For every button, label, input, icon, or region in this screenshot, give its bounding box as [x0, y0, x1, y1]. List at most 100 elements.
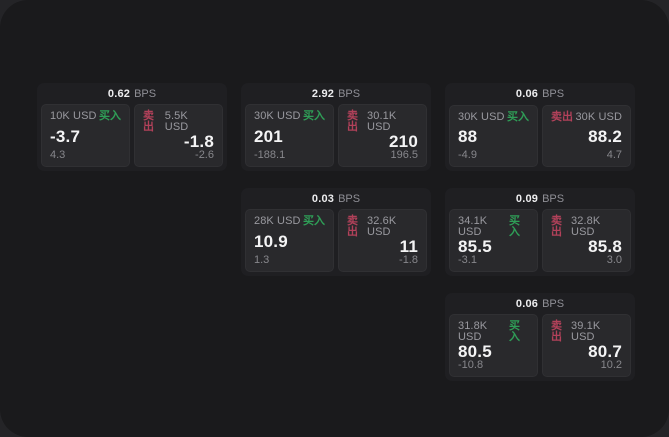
buy-side-label: 买入	[508, 215, 520, 238]
sell-price: 210	[389, 132, 418, 151]
buy-panel[interactable]: 34.1K USD 买入 85.5 -3.1	[449, 209, 538, 272]
bps-suffix-label: BPS	[542, 297, 565, 310]
sell-side-label: 卖出	[347, 215, 358, 238]
sell-header-row: 卖出 30K USD	[551, 112, 622, 123]
quote-panels: 28K USD 买入 10.9 1.3 卖出 32.6K USD 11 -1.8	[245, 209, 427, 272]
bps-value: 2.92	[311, 87, 335, 100]
sell-side-label: 卖出	[551, 320, 562, 343]
sell-amount: 39.1K USD	[571, 320, 601, 343]
buy-price: -3.7	[50, 126, 81, 146]
buy-amount: 34.1K USD	[458, 215, 488, 238]
buy-panel[interactable]: 28K USD 买入 10.9 1.3	[245, 209, 334, 272]
buy-panel[interactable]: 31.8K USD 买入 80.5 -10.8	[449, 314, 538, 377]
card-header: 0.06 BPS	[449, 293, 631, 314]
sell-amount: 32.8K USD	[571, 215, 601, 238]
buy-amount: 10K USD	[50, 110, 97, 122]
quote-panels: 34.1K USD 买入 85.5 -3.1 卖出 32.8K USD 85.8…	[449, 209, 631, 272]
buy-panel[interactable]: 30K USD 买入 201 -188.1	[245, 104, 334, 167]
buy-side-label: 买入	[508, 320, 520, 343]
sell-panel[interactable]: 卖出 32.8K USD 85.8 3.0	[542, 209, 631, 272]
card-header: 0.62 BPS	[41, 83, 223, 104]
bps-value: 0.62	[107, 87, 131, 100]
quote-panels: 30K USD 买入 201 -188.1 卖出 30.1K USD 210 1…	[245, 104, 427, 167]
sell-header-row: 卖出 5.5K USD	[143, 111, 214, 133]
sell-amount: 30.1K USD	[367, 110, 397, 133]
buy-panel[interactable]: 10K USD 买入 -3.7 4.3	[41, 104, 130, 167]
sell-panel[interactable]: 卖出 30.1K USD 210 196.5	[338, 104, 427, 167]
card-header: 0.06 BPS	[449, 83, 631, 105]
quote-card: 0.06 BPS 30K USD 买入 88 -4.9 卖出 30K USD 8…	[445, 83, 635, 171]
buy-amount: 30K USD	[254, 110, 301, 122]
quote-card: 0.62 BPS 10K USD 买入 -3.7 4.3 卖出 5.5K USD…	[37, 83, 227, 171]
buy-price: 10.9	[254, 231, 288, 251]
sell-price: 80.7	[588, 342, 622, 361]
sell-amount: 30K USD	[575, 111, 622, 123]
buy-header-row: 30K USD 买入	[254, 111, 325, 122]
sell-header-row: 卖出 32.8K USD	[551, 216, 622, 238]
sell-side-label: 卖出	[347, 110, 358, 133]
buy-header-row: 30K USD 买入	[458, 112, 529, 123]
quote-panels: 10K USD 买入 -3.7 4.3 卖出 5.5K USD -1.8 -2.…	[41, 104, 223, 167]
card-header: 2.92 BPS	[245, 83, 427, 104]
sell-price: 85.8	[588, 237, 622, 256]
quote-card: 0.03 BPS 28K USD 买入 10.9 1.3 卖出 32.6K US…	[241, 188, 431, 276]
buy-price: 80.5	[458, 342, 492, 361]
sell-sub-value: 3.0	[606, 254, 622, 266]
buy-sub-value: 4.3	[50, 149, 66, 161]
buy-amount: 31.8K USD	[458, 320, 488, 343]
bps-suffix-label: BPS	[542, 192, 565, 205]
sell-sub-value: -2.6	[195, 149, 214, 161]
sell-amount: 5.5K USD	[164, 110, 189, 133]
bps-value: 0.06	[515, 88, 539, 100]
buy-side-label: 买入	[507, 111, 529, 123]
buy-amount: 30K USD	[458, 111, 505, 123]
sell-header-row: 卖出 30.1K USD	[347, 111, 418, 133]
sell-header-row: 卖出 39.1K USD	[551, 321, 622, 343]
quote-cards-grid: 0.62 BPS 10K USD 买入 -3.7 4.3 卖出 5.5K USD…	[37, 83, 635, 381]
bps-suffix-label: BPS	[338, 192, 361, 205]
bps-value: 0.03	[311, 192, 335, 205]
sell-sub-value: 10.2	[600, 359, 622, 371]
sell-panel[interactable]: 卖出 30K USD 88.2 4.7	[542, 105, 631, 167]
buy-header-row: 10K USD 买入	[50, 111, 121, 122]
buy-amount: 28K USD	[254, 215, 301, 227]
card-header: 0.03 BPS	[245, 188, 427, 209]
buy-price: 201	[254, 126, 283, 146]
sell-panel[interactable]: 卖出 32.6K USD 11 -1.8	[338, 209, 427, 272]
sell-side-label: 卖出	[551, 111, 573, 123]
quote-card: 0.06 BPS 31.8K USD 买入 80.5 -10.8 卖出 39.1…	[445, 293, 635, 381]
buy-header-row: 31.8K USD 买入	[458, 321, 529, 343]
sell-amount: 32.6K USD	[367, 215, 397, 238]
quote-card: 2.92 BPS 30K USD 买入 201 -188.1 卖出 30.1K …	[241, 83, 431, 171]
buy-side-label: 买入	[99, 110, 121, 122]
buy-sub-value: -4.9	[458, 149, 477, 161]
sell-header-row: 卖出 32.6K USD	[347, 216, 418, 238]
buy-sub-value: 1.3	[254, 254, 270, 266]
sell-sub-value: 196.5	[390, 149, 418, 161]
buy-panel[interactable]: 30K USD 买入 88 -4.9	[449, 105, 538, 167]
bps-suffix-label: BPS	[542, 88, 565, 100]
sell-side-label: 卖出	[143, 110, 154, 133]
bps-value: 0.06	[515, 297, 539, 310]
sell-price: 11	[399, 237, 418, 256]
buy-header-row: 34.1K USD 买入	[458, 216, 529, 238]
buy-price: 85.5	[458, 237, 492, 256]
bps-suffix-label: BPS	[338, 87, 361, 100]
quote-panels: 31.8K USD 买入 80.5 -10.8 卖出 39.1K USD 80.…	[449, 314, 631, 377]
quote-panels: 30K USD 买入 88 -4.9 卖出 30K USD 88.2 4.7	[449, 105, 631, 167]
buy-sub-value: -3.1	[458, 254, 477, 266]
card-header: 0.09 BPS	[449, 188, 631, 209]
buy-header-row: 28K USD 买入	[254, 216, 325, 227]
sell-panel[interactable]: 卖出 39.1K USD 80.7 10.2	[542, 314, 631, 377]
sell-sub-value: -1.8	[399, 254, 418, 266]
quote-card: 0.09 BPS 34.1K USD 买入 85.5 -3.1 卖出 32.8K…	[445, 188, 635, 276]
sell-price: 88.2	[588, 127, 622, 146]
bps-value: 0.09	[515, 192, 539, 205]
buy-sub-value: -10.8	[458, 359, 484, 371]
sell-panel[interactable]: 卖出 5.5K USD -1.8 -2.6	[134, 104, 223, 167]
sell-side-label: 卖出	[551, 215, 562, 238]
sell-price: -1.8	[183, 132, 214, 151]
buy-side-label: 买入	[303, 215, 325, 227]
sell-sub-value: 4.7	[606, 149, 622, 161]
